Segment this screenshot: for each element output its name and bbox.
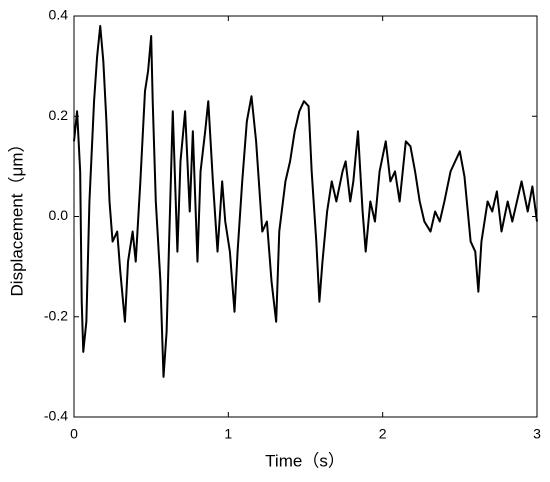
x-tick-label: 0	[70, 426, 78, 442]
y-tick-label: -0.2	[44, 307, 68, 323]
y-tick-label: 0.4	[49, 7, 69, 23]
x-tick-label: 2	[379, 426, 387, 442]
x-axis-label: Time（s）	[265, 451, 345, 470]
y-tick-label: 0.2	[49, 107, 69, 123]
data-line	[73, 25, 538, 378]
y-tick-label: 0.0	[49, 207, 69, 223]
y-axis-label: Displacement（μm）	[7, 136, 26, 297]
x-tick-label: 3	[533, 426, 541, 442]
x-tick-label: 1	[224, 426, 232, 442]
y-tick-label: -0.4	[44, 408, 68, 424]
